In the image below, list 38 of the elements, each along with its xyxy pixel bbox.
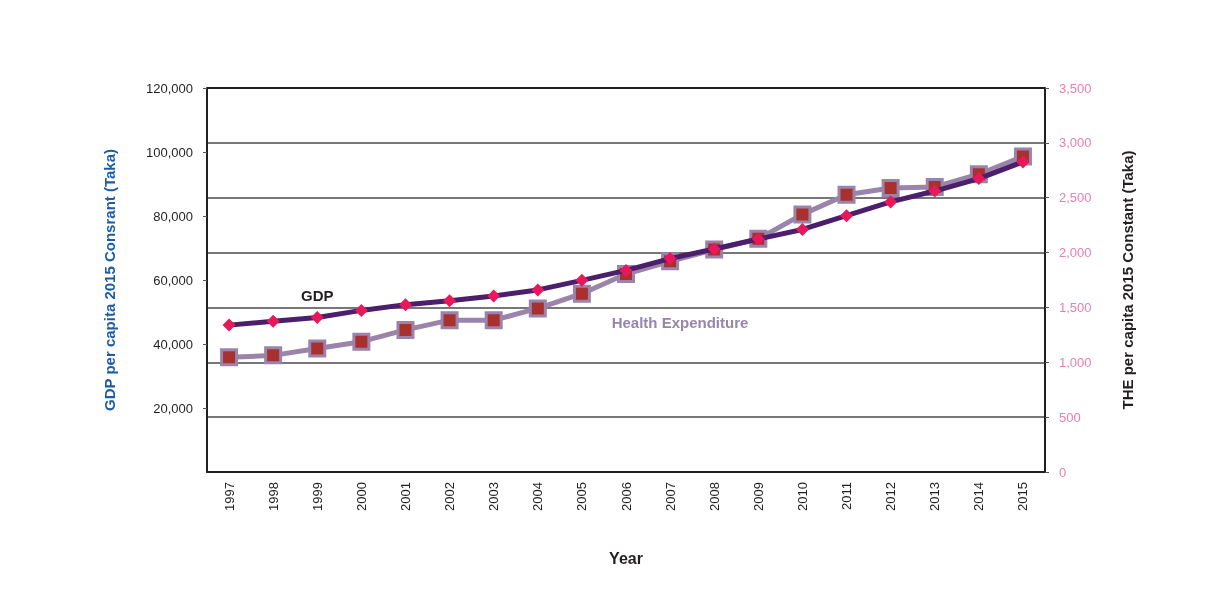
y2-tick-label: 1,000 [1059,354,1092,370]
x-tick-label: 2005 [574,482,590,511]
y2-tick-label: 2,000 [1059,245,1092,261]
x-axis-title: Year [609,549,643,567]
x-tick-label: 2006 [618,482,634,511]
y2-tick-label: 1,500 [1059,299,1092,315]
x-tick-label: 2008 [706,482,722,511]
x-tick-label: 2011 [839,482,855,510]
series-label: GDP [301,286,334,304]
y-axis-title: GDP per capita 2015 Consrant (Taka) [101,148,118,412]
y2-tick-label: 2,500 [1059,190,1092,206]
x-tick-label: 1999 [309,482,325,511]
x-tick-label: 2001 [397,482,413,511]
x-tick-label: 1998 [265,482,281,511]
x-tick-label: 2003 [486,482,502,511]
x-tick-label: 2004 [530,482,546,511]
y-tick-label: 100,000 [146,144,193,160]
x-tick-label: 2015 [1015,482,1031,511]
x-tick-label: 2014 [971,482,987,511]
y2-tick-label: 3,000 [1059,135,1092,151]
y2-tick-label: 500 [1059,409,1081,425]
y2-tick-label: 3,500 [1059,80,1092,96]
x-tick-label: 2002 [442,482,458,511]
y-tick-label: 60,000 [153,272,193,288]
x-tick-label: 2009 [750,482,766,511]
y-tick-label: 40,000 [153,336,193,352]
x-tick-label: 2013 [927,482,943,511]
y-tick-label: 20,000 [153,400,193,416]
x-tick-label: 2012 [883,482,899,511]
x-tick-label: 2007 [662,482,678,511]
x-tick-label: 2000 [353,482,369,511]
x-tick-label: 2010 [794,482,810,511]
y2-axis-title: THE per capita 2015 Constant (Taka) [1119,150,1136,410]
y-tick-label: 120,000 [146,80,193,96]
x-tick-label: 1997 [221,482,237,511]
series-label: Health Expenditure [611,313,749,331]
y-tick-label: 80,000 [153,208,193,224]
y2-tick-label: 0 [1059,464,1067,480]
